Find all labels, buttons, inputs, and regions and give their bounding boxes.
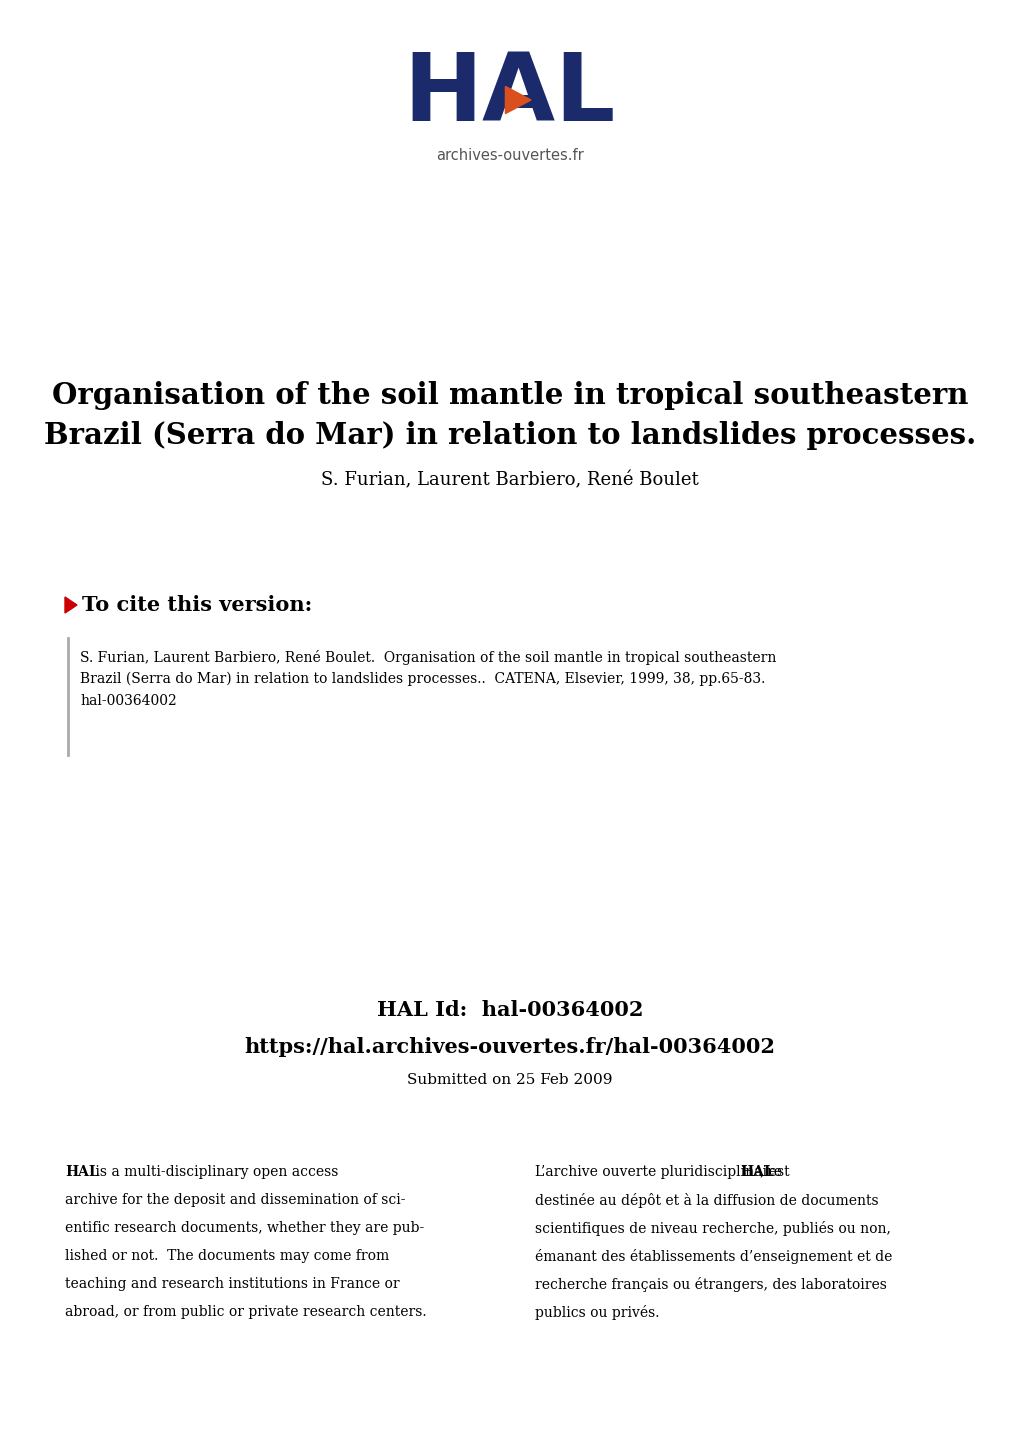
Polygon shape <box>65 597 76 613</box>
Text: lished or not.  The documents may come from: lished or not. The documents may come fr… <box>65 1249 389 1263</box>
Text: L’archive ouverte pluridisciplinaire: L’archive ouverte pluridisciplinaire <box>535 1165 786 1180</box>
Text: émanant des établissements d’enseignement et de: émanant des établissements d’enseignemen… <box>535 1249 892 1265</box>
Text: scientifiques de niveau recherche, publiés ou non,: scientifiques de niveau recherche, publi… <box>535 1221 890 1236</box>
Text: archive for the deposit and dissemination of sci-: archive for the deposit and disseminatio… <box>65 1193 406 1207</box>
Text: archives-ouvertes.fr: archives-ouvertes.fr <box>436 147 583 163</box>
Text: S. Furian, Laurent Barbiero, René Boulet: S. Furian, Laurent Barbiero, René Boulet <box>321 472 698 489</box>
Text: Brazil (Serra do Mar) in relation to landslides processes.: Brazil (Serra do Mar) in relation to lan… <box>44 421 975 450</box>
Text: Organisation of the soil mantle in tropical southeastern: Organisation of the soil mantle in tropi… <box>52 381 967 410</box>
Text: destinée au dépôt et à la diffusion de documents: destinée au dépôt et à la diffusion de d… <box>535 1193 877 1208</box>
Text: publics ou privés.: publics ou privés. <box>535 1305 659 1319</box>
Text: HAL: HAL <box>740 1165 773 1180</box>
Text: To cite this version:: To cite this version: <box>82 596 312 614</box>
Text: https://hal.archives-ouvertes.fr/hal-00364002: https://hal.archives-ouvertes.fr/hal-003… <box>245 1037 774 1057</box>
Text: recherche français ou étrangers, des laboratoires: recherche français ou étrangers, des lab… <box>535 1278 886 1292</box>
Text: hal-00364002: hal-00364002 <box>79 694 176 708</box>
Text: Submitted on 25 Feb 2009: Submitted on 25 Feb 2009 <box>407 1073 612 1087</box>
Text: teaching and research institutions in France or: teaching and research institutions in Fr… <box>65 1278 399 1291</box>
Text: S. Furian, Laurent Barbiero, René Boulet.  Organisation of the soil mantle in tr: S. Furian, Laurent Barbiero, René Boulet… <box>79 650 775 665</box>
Text: HAL Id:  hal-00364002: HAL Id: hal-00364002 <box>376 999 643 1019</box>
Text: is a multi-disciplinary open access: is a multi-disciplinary open access <box>91 1165 338 1180</box>
Text: HAL: HAL <box>65 1165 99 1180</box>
Polygon shape <box>504 87 531 114</box>
Text: Brazil (Serra do Mar) in relation to landslides processes..  CATENA, Elsevier, 1: Brazil (Serra do Mar) in relation to lan… <box>79 672 764 686</box>
Text: HAL: HAL <box>404 49 615 141</box>
Text: abroad, or from public or private research centers.: abroad, or from public or private resear… <box>65 1305 426 1319</box>
Text: entific research documents, whether they are pub-: entific research documents, whether they… <box>65 1221 424 1234</box>
Text: , est: , est <box>759 1165 789 1180</box>
